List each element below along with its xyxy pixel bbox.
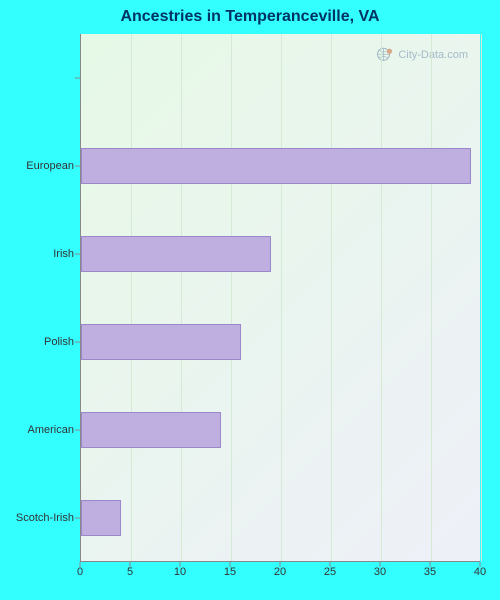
y-tick-mark — [75, 254, 80, 255]
y-tick-mark — [75, 430, 80, 431]
bar — [81, 324, 241, 361]
y-axis: European Irish Polish American Scotch-Irish — [0, 34, 80, 562]
gridline — [231, 34, 232, 561]
gridline — [331, 34, 332, 561]
y-tick-label: Scotch-Irish — [16, 512, 74, 524]
x-axis: 0510152025303540 — [80, 562, 480, 592]
x-tick-label: 20 — [274, 566, 286, 578]
x-tick-label: 35 — [424, 566, 436, 578]
plot-area: City-Data.com — [80, 34, 480, 562]
bar — [81, 148, 471, 185]
watermark-text: City-Data.com — [398, 49, 468, 61]
chart-title: Ancestries in Temperanceville, VA — [0, 8, 500, 26]
y-tick-label: Irish — [53, 248, 74, 260]
y-tick-label: American — [28, 424, 74, 436]
x-tick-label: 0 — [77, 566, 83, 578]
y-tick-mark — [75, 166, 80, 167]
y-tick-mark — [75, 78, 80, 79]
page-background: Ancestries in Temperanceville, VA City-D… — [0, 0, 500, 600]
y-tick-label: Polish — [44, 336, 74, 348]
y-tick-label: European — [26, 160, 74, 172]
watermark: City-Data.com — [376, 46, 468, 64]
gridline — [131, 34, 132, 561]
y-tick-mark — [75, 518, 80, 519]
x-tick-label: 10 — [174, 566, 186, 578]
x-tick-label: 5 — [127, 566, 133, 578]
y-tick-mark — [75, 342, 80, 343]
globe-pin-icon — [376, 46, 394, 64]
gridline — [431, 34, 432, 561]
gridline — [381, 34, 382, 561]
x-tick-label: 25 — [324, 566, 336, 578]
bar — [81, 236, 271, 273]
x-tick-label: 40 — [474, 566, 486, 578]
bar — [81, 500, 121, 537]
gridline — [481, 34, 482, 561]
gridline — [181, 34, 182, 561]
x-tick-label: 15 — [224, 566, 236, 578]
x-tick-label: 30 — [374, 566, 386, 578]
gridline — [281, 34, 282, 561]
bar — [81, 412, 221, 449]
